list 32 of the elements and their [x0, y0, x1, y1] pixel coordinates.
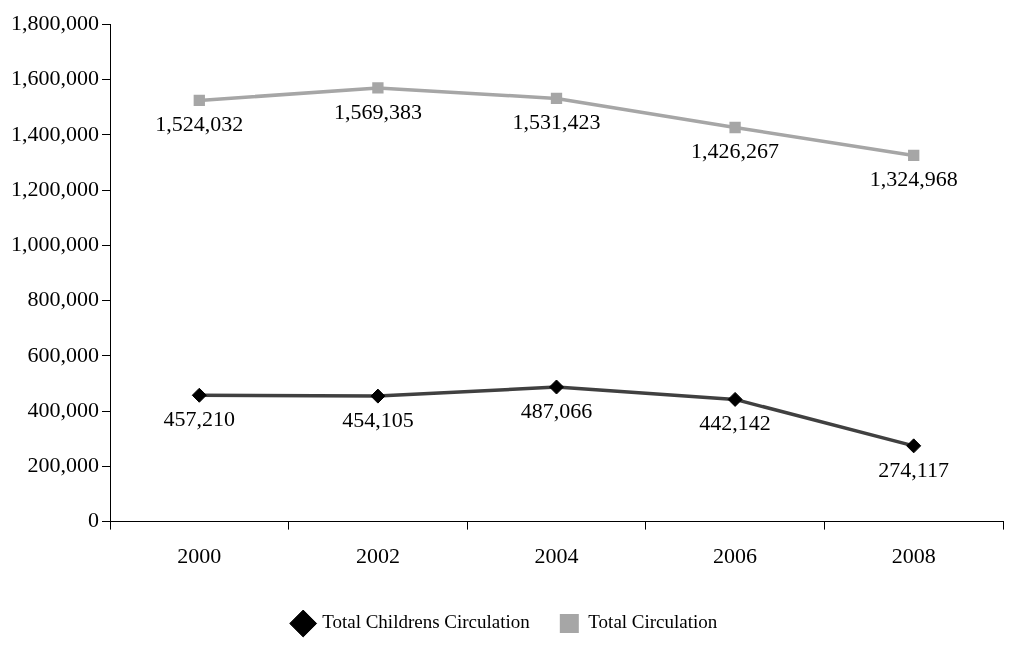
y-tick-label: 1,600,000 — [11, 65, 99, 91]
x-tick-label: 2000 — [177, 542, 222, 568]
y-tick-label: 1,000,000 — [11, 231, 99, 257]
data-label: 457,210 — [163, 406, 236, 432]
x-tick-label: 2002 — [355, 542, 400, 568]
y-tick-label: 0 — [88, 507, 99, 533]
y-tick-label: 1,800,000 — [11, 9, 99, 35]
x-tick-label: 2008 — [891, 542, 936, 568]
x-tick-label: 2004 — [534, 542, 579, 568]
x-tick-label: 2006 — [713, 542, 758, 568]
data-label: 454,105 — [342, 406, 414, 432]
legend-label: Total Circulation — [588, 611, 718, 633]
data-label: 1,426,267 — [691, 138, 780, 164]
data-label: 442,142 — [699, 410, 771, 436]
data-label: 274,117 — [878, 456, 950, 482]
point — [193, 94, 205, 107]
data-label: 1,531,423 — [512, 109, 601, 135]
y-tick-label: 800,000 — [27, 286, 99, 312]
y-tick-label: 600,000 — [27, 341, 99, 367]
y-tick-label: 200,000 — [27, 452, 99, 478]
y-tick-label: 1,200,000 — [11, 175, 99, 201]
point — [729, 121, 741, 134]
point — [908, 149, 920, 162]
data-label: 1,324,968 — [869, 166, 958, 192]
data-label: 1,569,383 — [333, 98, 422, 124]
y-tick-label: 400,000 — [27, 396, 99, 422]
data-label: 1,524,032 — [155, 111, 244, 137]
y-tick-label: 1,400,000 — [11, 120, 99, 146]
point — [372, 82, 384, 94]
legend-label: Total Childrens Circulation — [322, 611, 531, 633]
point — [550, 92, 563, 105]
data-label: 487,066 — [520, 397, 593, 423]
